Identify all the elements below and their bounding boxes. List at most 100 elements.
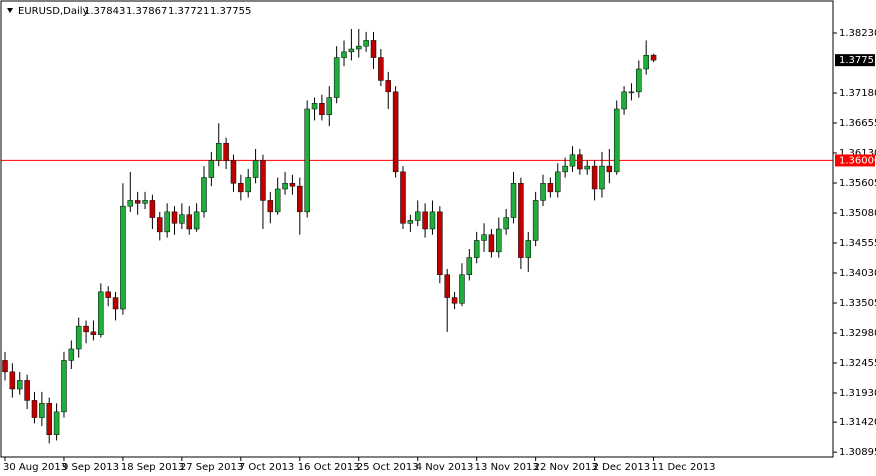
y-tick-label: 1.30895 bbox=[839, 447, 876, 458]
candle-body bbox=[179, 214, 185, 224]
header-open: 1.37843 bbox=[84, 6, 125, 17]
candle-body bbox=[496, 228, 502, 253]
candle-body bbox=[473, 240, 480, 258]
candle-body bbox=[466, 257, 473, 275]
candle-body bbox=[510, 183, 517, 218]
menu-icon bbox=[7, 8, 13, 13]
candle-body bbox=[636, 68, 642, 93]
candle-body bbox=[223, 143, 229, 161]
candle-body bbox=[400, 171, 406, 224]
candle-body bbox=[297, 185, 303, 213]
candle-body bbox=[134, 200, 141, 204]
candle-body bbox=[61, 360, 67, 413]
candle-body bbox=[481, 234, 487, 241]
candle-body bbox=[142, 200, 148, 204]
candle-body bbox=[164, 211, 170, 233]
level-label-box bbox=[835, 154, 875, 167]
candle-body bbox=[591, 165, 598, 190]
x-tick-label: 18 Sep 2013 bbox=[121, 462, 184, 473]
candle-body bbox=[326, 97, 333, 115]
plot-frame bbox=[0, 0, 834, 458]
candle-body bbox=[459, 274, 465, 304]
candle-body bbox=[90, 331, 97, 335]
candle-body bbox=[363, 40, 369, 47]
y-tick-label: 1.35605 bbox=[839, 178, 876, 189]
candle-body bbox=[414, 211, 421, 221]
candle-body bbox=[503, 217, 509, 230]
candle-body bbox=[444, 274, 450, 298]
candle-body bbox=[628, 91, 635, 94]
candle-body bbox=[53, 411, 60, 435]
candle-body bbox=[518, 183, 524, 258]
candle-body bbox=[215, 143, 222, 161]
candle-body bbox=[348, 48, 355, 53]
x-tick-label: 13 Nov 2013 bbox=[475, 462, 539, 473]
candle-body bbox=[112, 297, 119, 310]
candle-body bbox=[289, 183, 296, 187]
candle-body bbox=[31, 400, 38, 418]
candle-body bbox=[127, 200, 134, 207]
candle-body bbox=[46, 403, 52, 435]
y-tick-label: 1.31930 bbox=[839, 388, 876, 399]
candle-body bbox=[437, 211, 443, 275]
candle-body bbox=[245, 177, 251, 193]
x-tick-label: 9 Sep 2013 bbox=[62, 462, 119, 473]
y-tick-label: 1.31420 bbox=[839, 417, 876, 428]
candle-body bbox=[68, 348, 75, 361]
x-tick-label: 30 Aug 2013 bbox=[3, 462, 67, 473]
x-tick-label: 4 Nov 2013 bbox=[416, 462, 474, 473]
y-tick-label: 1.35080 bbox=[839, 208, 876, 219]
candle-body bbox=[16, 380, 23, 390]
x-tick-label: 7 Oct 2013 bbox=[239, 462, 294, 473]
candle-body bbox=[451, 297, 458, 304]
candle-body bbox=[407, 220, 414, 224]
candle-body bbox=[311, 103, 318, 110]
candle-body bbox=[149, 200, 156, 218]
x-tick-label: 22 Nov 2013 bbox=[534, 462, 598, 473]
candle-body bbox=[267, 200, 274, 213]
level-label: 1.36000 bbox=[839, 155, 876, 166]
candle-body bbox=[98, 291, 104, 335]
candle-body bbox=[547, 183, 554, 193]
candle-body bbox=[193, 211, 200, 230]
candle-body bbox=[39, 403, 45, 418]
y-tick-label: 1.38230 bbox=[839, 28, 876, 39]
candle-body bbox=[260, 160, 266, 201]
header-high: 1.37867 bbox=[126, 6, 167, 17]
y-tick-label: 1.34030 bbox=[839, 268, 876, 279]
x-tick-label: 25 Oct 2013 bbox=[357, 462, 419, 473]
y-tick-label: 1.33505 bbox=[839, 298, 876, 309]
candle-body bbox=[643, 55, 649, 70]
candle-body bbox=[252, 160, 259, 178]
candle-body bbox=[584, 165, 590, 170]
y-tick-label: 1.37180 bbox=[839, 88, 876, 99]
candle-body bbox=[282, 183, 288, 190]
x-tick-label: 11 Dec 2013 bbox=[652, 462, 716, 473]
header-close: 1.37755 bbox=[210, 6, 251, 17]
candle-body bbox=[650, 54, 657, 61]
candle-body bbox=[613, 108, 620, 173]
candle-body bbox=[9, 371, 16, 390]
candle-body bbox=[562, 165, 568, 173]
candle-body bbox=[540, 183, 546, 201]
candle-body bbox=[525, 240, 532, 258]
candle-body bbox=[392, 91, 399, 173]
candle-body bbox=[577, 154, 583, 170]
candle-body bbox=[157, 217, 163, 233]
last-price-box bbox=[835, 54, 875, 67]
candle-body bbox=[341, 51, 347, 58]
candle-body bbox=[488, 234, 495, 253]
candle-body bbox=[230, 160, 237, 184]
candle-body bbox=[186, 214, 192, 230]
candle-body bbox=[201, 177, 207, 213]
candle-body bbox=[171, 211, 178, 224]
candle-body bbox=[105, 291, 111, 298]
x-tick-label: 2 Dec 2013 bbox=[593, 462, 651, 473]
x-tick-label: 16 Oct 2013 bbox=[298, 462, 360, 473]
candle-body bbox=[532, 200, 539, 241]
candle-body bbox=[422, 211, 428, 230]
candle-body bbox=[378, 57, 384, 81]
candle-body bbox=[385, 80, 391, 93]
candle-body bbox=[304, 108, 310, 213]
